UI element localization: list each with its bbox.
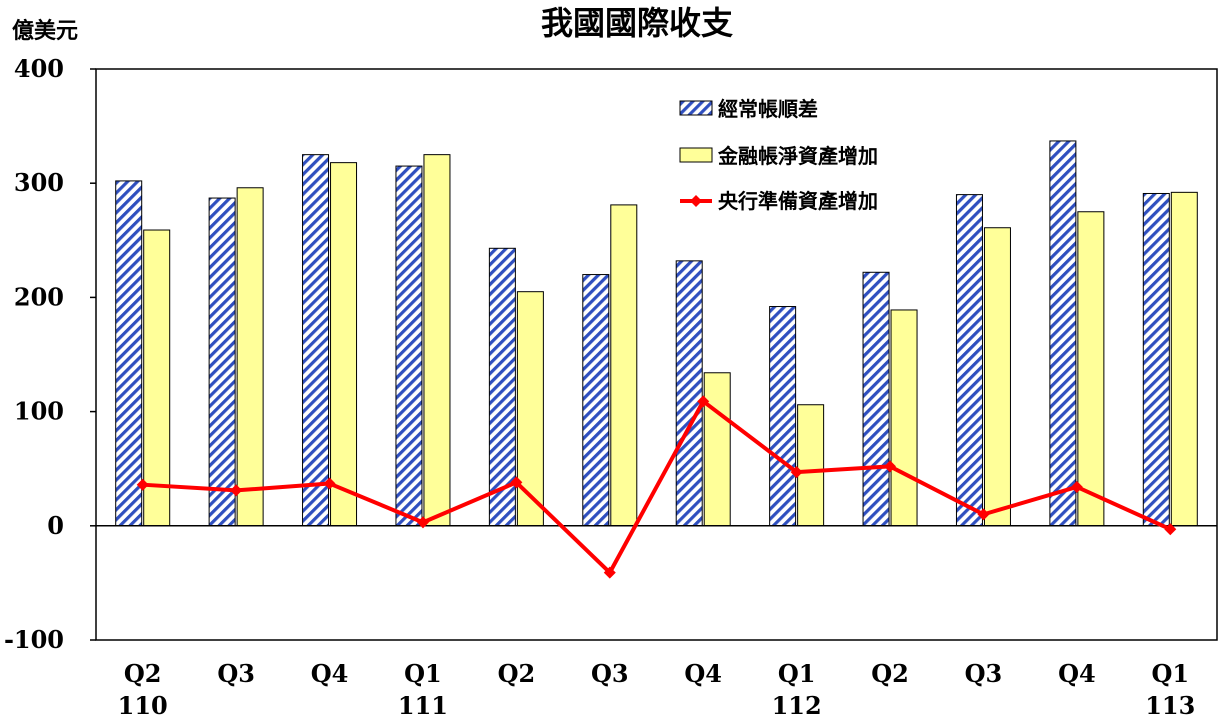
x-tick-label-quarter: Q1 <box>778 659 816 688</box>
x-tick-label-year: 110 <box>118 691 168 720</box>
x-axis-labels: Q2 110 Q3 Q4 Q1 111 Q2 Q3 Q4 Q1 112 Q2 Q3 Q4 Q1 113 <box>118 659 1196 720</box>
line-point-reserve-assets <box>790 466 803 479</box>
bar-financial-account <box>890 309 918 527</box>
bar-current-account <box>115 180 143 527</box>
x-tick-label-quarter: Q2 <box>871 659 909 688</box>
x-tick-label-year: 112 <box>772 691 822 720</box>
y-axis-unit-label: 億美元 <box>12 18 78 44</box>
line-reserve-assets <box>142 399 1172 575</box>
legend-label-financial-account: 金融帳淨資產增加 <box>717 144 878 168</box>
x-tick-label-quarter: Q2 <box>498 659 536 688</box>
bar-financial-account <box>423 154 451 527</box>
line-point-reserve-assets <box>1070 480 1083 493</box>
x-tick-label-year: 113 <box>1145 691 1195 720</box>
legend-swatch-current-account <box>679 100 713 116</box>
line-point-reserve-assets <box>697 395 710 408</box>
bar-financial-account <box>1170 191 1198 527</box>
bar-financial-account <box>703 372 731 527</box>
line-point-reserve-assets <box>1164 523 1177 536</box>
bar-current-account <box>582 274 610 527</box>
y-tick-label: -100 <box>4 625 64 654</box>
bar-current-account <box>769 306 797 527</box>
bar-current-account <box>955 194 983 527</box>
bar-financial-account <box>983 227 1011 527</box>
bar-current-account <box>208 197 236 527</box>
bar-financial-account <box>236 187 264 527</box>
legend-label-current-account: 經常帳順差 <box>718 97 818 121</box>
line-point-reserve-assets <box>136 478 149 491</box>
bar-current-account <box>1049 140 1077 527</box>
plot-area-frame <box>95 68 1218 641</box>
line-point-reserve-assets <box>603 566 616 579</box>
x-tick-label-quarter: Q4 <box>311 659 349 688</box>
bar-financial-account <box>143 229 171 527</box>
bar-current-account <box>395 165 423 527</box>
bar-financial-account <box>330 162 358 527</box>
line-point-reserve-assets <box>230 484 243 497</box>
x-tick-label-quarter: Q4 <box>1058 659 1096 688</box>
line-series-layer <box>136 395 1177 579</box>
x-tick-label-quarter: Q1 <box>1151 659 1189 688</box>
x-tick-label-quarter: Q1 <box>404 659 442 688</box>
legend-swatch-financial-account <box>679 147 713 163</box>
bar-current-account <box>302 154 330 527</box>
bar-current-account <box>862 271 890 527</box>
bar-financial-account <box>610 204 638 527</box>
x-tick-label-quarter: Q3 <box>217 659 255 688</box>
legend-swatch-reserve-marker <box>690 195 702 207</box>
x-tick-label-quarter: Q3 <box>965 659 1003 688</box>
x-tick-label-quarter: Q4 <box>684 659 722 688</box>
bar-current-account <box>675 260 703 527</box>
y-axis-ticks: -100 0 100 200 300 400 <box>4 54 96 654</box>
x-tick-label-quarter: Q2 <box>124 659 162 688</box>
x-tick-label-year: 111 <box>398 691 448 720</box>
x-tick-label-quarter: Q3 <box>591 659 629 688</box>
y-tick-label: 0 <box>47 511 64 540</box>
line-point-reserve-assets <box>416 516 429 529</box>
legend-label-reserve-assets: 央行準備資產增加 <box>718 189 878 213</box>
bar-current-account <box>1142 192 1170 527</box>
bar-financial-account <box>516 291 544 527</box>
line-point-reserve-assets <box>977 508 990 521</box>
bar-financial-account <box>797 404 825 527</box>
line-point-reserve-assets <box>510 476 523 489</box>
legend: 經常帳順差 金融帳淨資產增加 央行準備資產增加 <box>679 97 878 213</box>
line-point-reserve-assets <box>323 477 336 490</box>
y-tick-label: 100 <box>14 397 64 426</box>
bar-financial-account <box>1077 211 1105 527</box>
bars-layer <box>115 140 1198 527</box>
y-tick-label: 400 <box>14 54 64 83</box>
line-point-reserve-assets <box>884 460 897 473</box>
y-tick-label: 200 <box>14 282 64 311</box>
y-tick-label: 300 <box>14 168 64 197</box>
chart-title: 我國國際收支 <box>541 4 733 42</box>
